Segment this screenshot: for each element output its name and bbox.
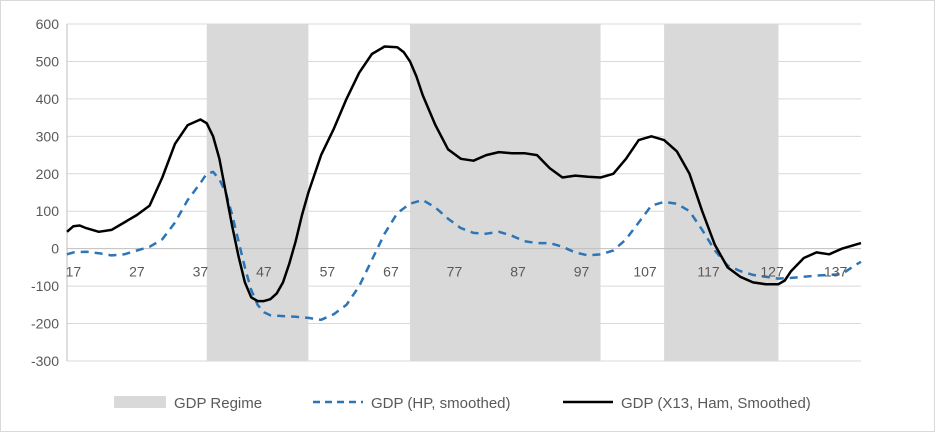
y-tick-label: -300 bbox=[31, 353, 59, 369]
y-tick-label: -100 bbox=[31, 278, 59, 294]
x-tick-label: 137 bbox=[824, 264, 848, 280]
x-tick-label: 97 bbox=[574, 264, 590, 280]
y-tick-label: 0 bbox=[51, 241, 59, 257]
gridlines-group bbox=[67, 23, 861, 362]
tick-labels-group: -300 -200 -100 0 100 200 300 400 500 600 17 27 37 47 5… bbox=[31, 16, 848, 369]
y-tick-label: 200 bbox=[36, 166, 60, 182]
legend: GDP Regime GDP (HP, smoothed) GDP (X13, … bbox=[114, 395, 811, 412]
y-tick-label: 500 bbox=[36, 53, 60, 69]
x-tick-label: 127 bbox=[760, 264, 784, 280]
x-tick-label: 107 bbox=[633, 264, 657, 280]
y-tick-label: 400 bbox=[36, 91, 60, 107]
y-tick-label: 300 bbox=[36, 128, 60, 144]
y-tick-label: 100 bbox=[36, 203, 60, 219]
x-tick-label: 117 bbox=[697, 264, 720, 280]
x-tick-label: 77 bbox=[447, 264, 463, 280]
regime-band-2 bbox=[410, 24, 601, 361]
y-tick-label: 600 bbox=[36, 16, 60, 32]
x-tick-label: 17 bbox=[66, 264, 82, 280]
y-tick-label: -200 bbox=[31, 316, 59, 332]
x-tick-label: 27 bbox=[129, 264, 145, 280]
legend-swatch-regime bbox=[114, 396, 166, 408]
x-tick-label: 87 bbox=[510, 264, 526, 280]
x-tick-label: 57 bbox=[320, 264, 336, 280]
x-tick-label: 37 bbox=[193, 264, 209, 280]
legend-label-hp: GDP (HP, smoothed) bbox=[371, 395, 511, 412]
axes-group bbox=[66, 24, 861, 361]
legend-label-x13: GDP (X13, Ham, Smoothed) bbox=[621, 395, 811, 412]
regime-band-1 bbox=[206, 24, 309, 361]
series-line-hp-smoothed bbox=[66, 170, 862, 322]
x-tick-label: 67 bbox=[383, 264, 399, 280]
legend-label-regime: GDP Regime bbox=[174, 395, 262, 412]
regime-shading-group bbox=[206, 24, 779, 361]
x-tick-label: 47 bbox=[256, 264, 272, 280]
series-group bbox=[66, 45, 862, 322]
regime-band-3 bbox=[664, 24, 779, 361]
series-line-x13-ham-smoothed bbox=[66, 45, 862, 303]
